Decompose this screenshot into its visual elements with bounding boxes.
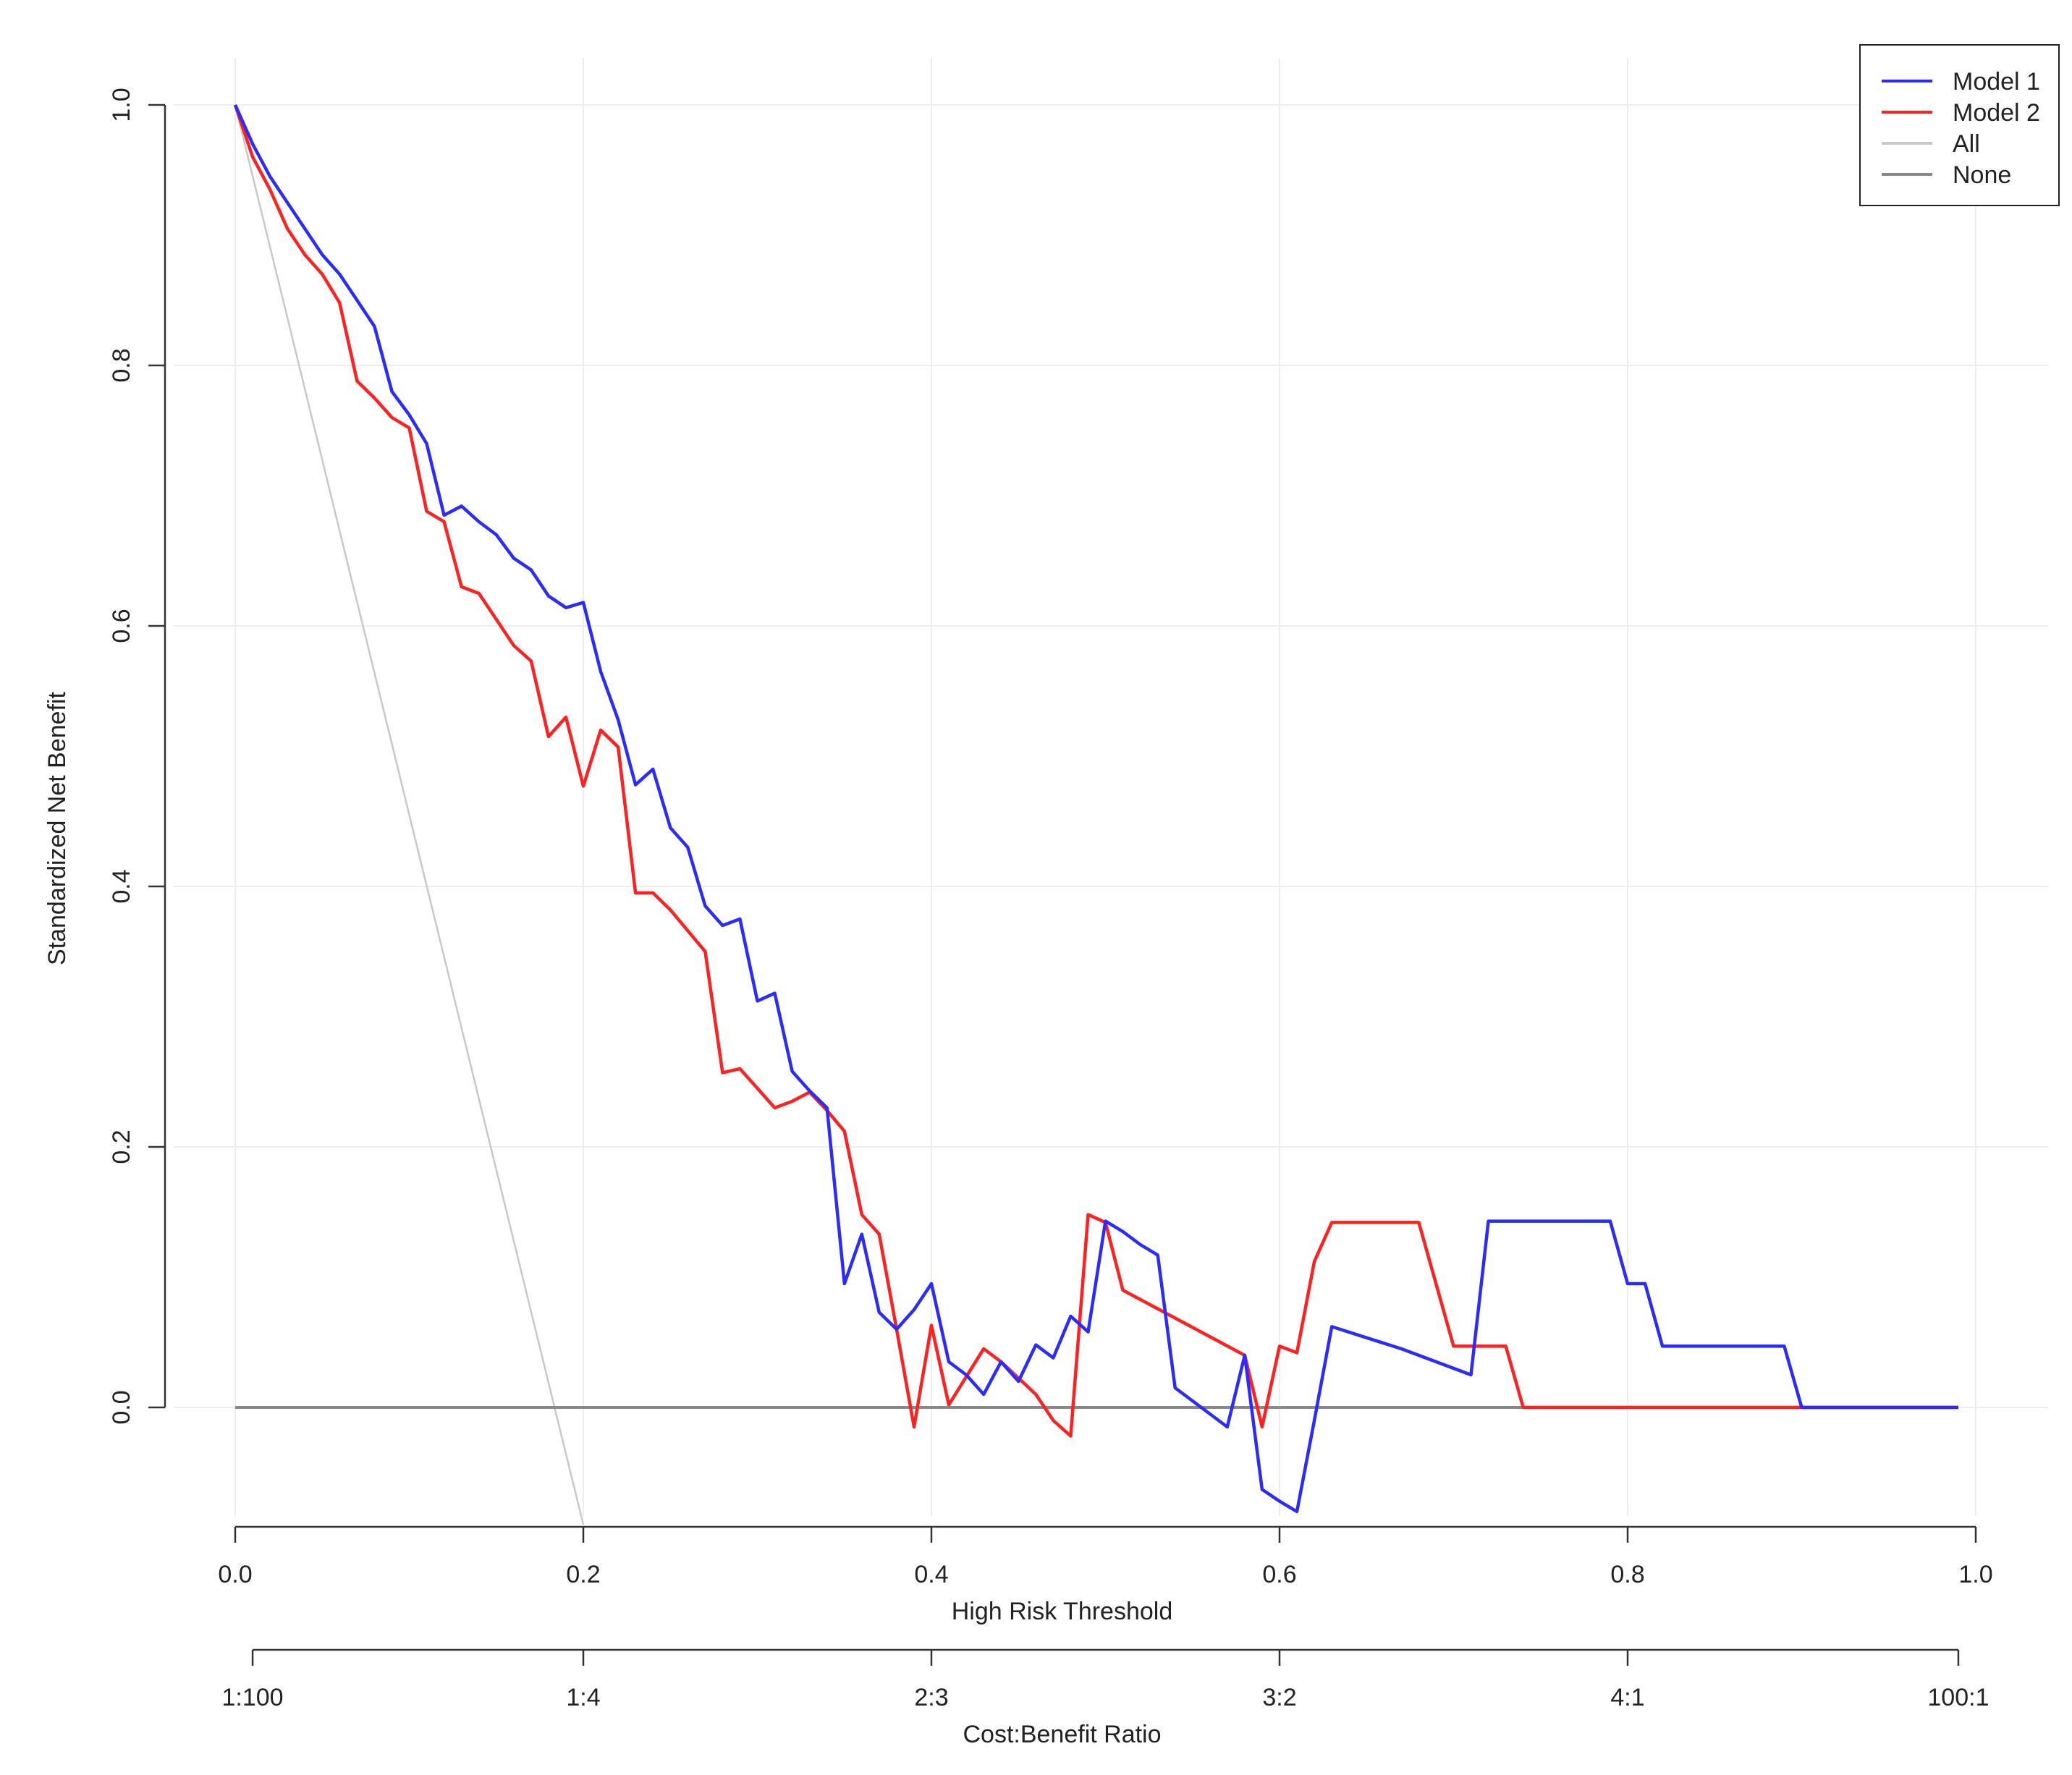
- axes: [164, 105, 1976, 1651]
- series-line-model-1: [233, 104, 1958, 1514]
- x-tick-label: 0.8: [1610, 1561, 1644, 1588]
- cost-benefit-tick-label: 1:4: [566, 1684, 600, 1711]
- cost-benefit-tick-label: 4:1: [1610, 1684, 1644, 1711]
- legend-label-none: None: [1953, 161, 2011, 189]
- x-tick-label: 1.0: [1958, 1561, 1992, 1588]
- x-tick-label: 0.4: [914, 1561, 948, 1588]
- cost-benefit-tick-label: 2:3: [914, 1684, 948, 1711]
- y-tick-label: 1.0: [108, 88, 135, 122]
- legend-label-model-1: Model 1: [1953, 68, 2040, 96]
- y-tick-label: 0.6: [108, 609, 135, 643]
- series-line-all: [234, 104, 585, 1525]
- x-tick-label: 0.6: [1262, 1561, 1296, 1588]
- legend-label-all: All: [1953, 130, 1980, 158]
- y-tick-label: 0.0: [108, 1390, 135, 1424]
- cost-benefit-tick-label: 100:1: [1927, 1684, 1989, 1711]
- y-tick-label: 0.2: [108, 1130, 135, 1164]
- x-tick-label: 0.0: [218, 1561, 252, 1588]
- grid-lines: [174, 58, 2048, 1516]
- tick-marks: 0.0 0.2 0.4 0.6 0.8 1.0 0.0 0.2 0.4 0.6 0.8 1.0 1:10…: [108, 88, 1993, 1711]
- cost-benefit-tick-label: 1:100: [222, 1684, 284, 1711]
- y-tick-label: 0.4: [108, 869, 135, 903]
- x-tick-label: 0.2: [566, 1561, 600, 1588]
- x-axis-title: High Risk Threshold: [952, 1598, 1173, 1625]
- series-line-model-2: [233, 104, 1958, 1438]
- cost-benefit-tick-label: 3:2: [1262, 1684, 1296, 1711]
- legend-label-model-2: Model 2: [1953, 99, 2040, 127]
- series-lines: [233, 104, 1958, 1525]
- cost-benefit-axis-title: Cost:Benefit Ratio: [963, 1721, 1161, 1748]
- legend-box: [1859, 44, 2060, 206]
- legend: Model 1 Model 2 All None: [1859, 44, 2060, 206]
- y-tick-label: 0.8: [108, 348, 135, 382]
- y-axis-title: Standardized Net Benefit: [43, 691, 71, 965]
